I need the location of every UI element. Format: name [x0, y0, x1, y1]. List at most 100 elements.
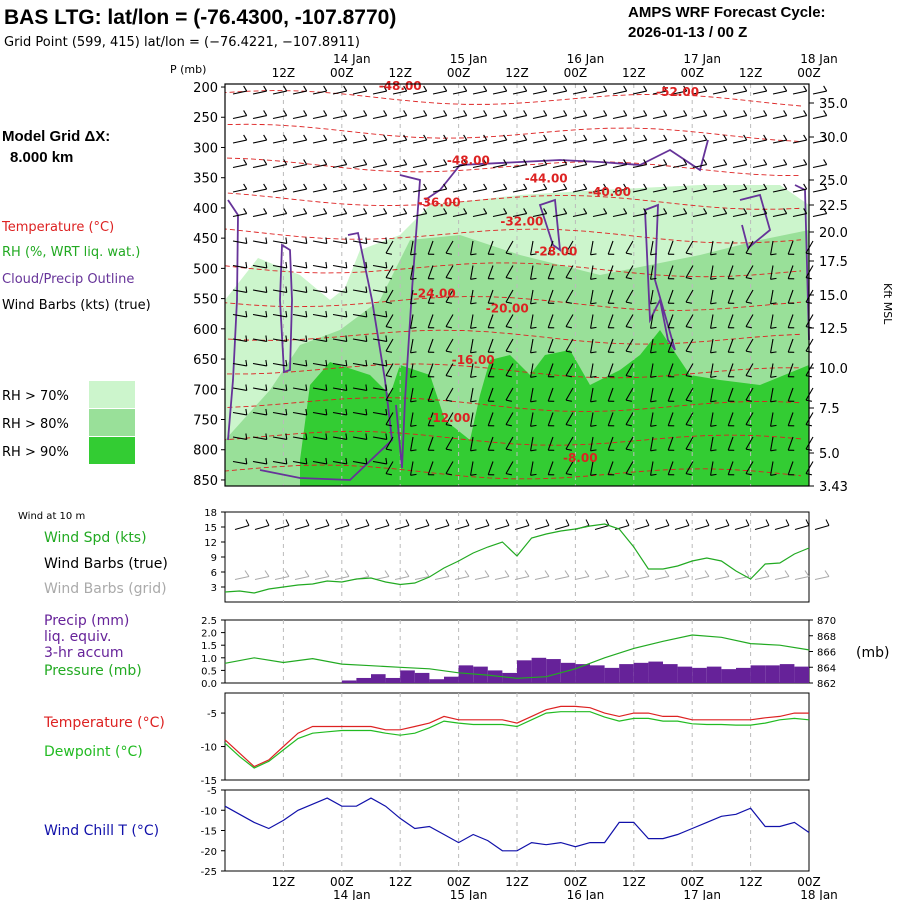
precip-bar: [794, 666, 809, 683]
grid-wind-barb: [344, 570, 350, 577]
precip-bar: [604, 667, 620, 683]
model-grid-value: 8.000 km: [10, 149, 73, 166]
true-wind-barb: [514, 525, 530, 530]
precip-bar: [663, 664, 678, 683]
isotherm-line: [224, 123, 802, 142]
precip-bar: [590, 665, 605, 683]
bottom-date-label: 17 Jan: [683, 888, 721, 900]
grid-wind-barb: [504, 570, 510, 577]
cloud-outline: [259, 231, 393, 481]
windbarbs-grid-label: Wind Barbs (grid): [44, 581, 167, 597]
grid-wind-barb: [764, 570, 770, 577]
grid-wind-barb: [814, 576, 830, 580]
legend-swatch-rh70: [89, 381, 135, 408]
precip-bar: [531, 657, 547, 683]
bottom-time-tick: 00Z: [330, 875, 354, 889]
grid-wind-barb: [714, 576, 730, 580]
bottom-time-tick: 00Z: [447, 875, 471, 889]
grid-wind-barb: [464, 570, 470, 577]
bottom-date-label: 18 Jan: [800, 888, 838, 900]
bottom-time-tick: 12Z: [505, 875, 529, 889]
precip-bar: [648, 661, 663, 683]
top-time-tick: 00Z: [330, 66, 354, 80]
grid-wind-barb: [414, 576, 430, 580]
pressure-line: [224, 634, 810, 679]
precip-bar: [444, 676, 459, 683]
p-level-label: 500: [193, 262, 218, 277]
true-wind-barb: [605, 519, 610, 526]
windchill-label: Wind Chill T (°C): [44, 823, 159, 839]
y-tick-label: 864: [817, 663, 836, 674]
grid-wind-barb: [524, 570, 530, 577]
true-wind-barb: [385, 519, 390, 526]
true-wind-barb: [505, 519, 510, 526]
grid-wind-barb: [244, 570, 250, 577]
y-tick-label: -5: [207, 786, 217, 797]
precip-bar: [677, 666, 693, 683]
top-date-label: 14 Jan: [333, 52, 371, 66]
pressure-label: Pressure (mb): [44, 663, 142, 679]
grid-wind-barb: [434, 576, 450, 580]
isotherm-label: -52.00: [656, 85, 699, 99]
grid-wind-barb: [724, 570, 730, 577]
true-wind-barb: [725, 519, 730, 526]
y-tick-label: -10: [201, 806, 217, 817]
y-tick-label: -25: [201, 867, 217, 878]
grid-wind-barb: [334, 576, 350, 580]
true-wind-barb: [245, 519, 250, 526]
true-wind-barb: [534, 525, 550, 530]
top-date-label: 18 Jan: [800, 52, 838, 66]
p-level-label: 350: [193, 172, 218, 187]
grid-wind-barb: [444, 570, 450, 577]
grid-wind-barb: [254, 576, 270, 580]
precip-bar: [779, 664, 795, 683]
legend-temperature: Temperature (°C): [1, 220, 114, 235]
cloud-outline: [279, 243, 293, 374]
true-wind-barb: [434, 525, 450, 530]
grid-wind-barb: [474, 576, 490, 580]
precip-bar: [341, 680, 357, 683]
precip-bar: [487, 670, 503, 683]
y-tick-label: 866: [817, 648, 836, 659]
grid-wind-barb: [454, 576, 470, 580]
bottom-time-tick: 00Z: [680, 875, 704, 889]
y-tick-label: 1.5: [201, 641, 217, 652]
true-wind-barb: [294, 525, 310, 530]
true-wind-barb: [825, 519, 830, 526]
grid-wind-barb: [584, 570, 590, 577]
cycle-label: AMPS WRF Forecast Cycle:: [628, 4, 826, 21]
kft-level-label: 3.43: [819, 480, 848, 495]
precip-bar: [721, 669, 736, 683]
grid-wind-barb: [324, 570, 330, 577]
grid-wind-barb: [774, 576, 790, 580]
windspd-label: Wind Spd (kts): [44, 530, 147, 546]
kft-level-label: 7.5: [819, 402, 840, 417]
top-time-tick: 12Z: [739, 66, 763, 80]
legend-rh: RH (%, WRT liq. wat.): [2, 245, 140, 260]
precip-bar: [546, 659, 561, 683]
kft-level-label: 22.5: [819, 199, 848, 214]
true-wind-barb: [794, 525, 810, 530]
temperature-label: Temperature (°C): [43, 715, 165, 731]
model-grid-label: Model Grid ΔX:: [2, 128, 110, 145]
isotherm-label: -20.00: [486, 302, 529, 316]
grid-wind-barb: [234, 576, 250, 580]
precip-bar: [356, 677, 371, 683]
grid-wind-barb: [614, 576, 630, 580]
grid-wind-barb: [284, 570, 290, 577]
legend-rh80: RH > 80%: [2, 417, 69, 432]
grid-wind-barb: [534, 576, 550, 580]
isotherm-label: -48.00: [447, 153, 490, 167]
kft-level-label: 35.0: [819, 97, 848, 112]
grid-wind-barb: [704, 570, 710, 577]
y-tick-label: -10: [201, 743, 217, 754]
precip-bar: [385, 677, 401, 683]
kft-level-label: 12.5: [819, 322, 848, 337]
y-tick-label: 1.0: [201, 654, 217, 665]
grid-wind-barb: [544, 570, 550, 577]
legend-swatch-rh80: [89, 409, 135, 436]
isotherm-label: -44.00: [525, 172, 568, 186]
precip-bar: [619, 664, 634, 683]
top-time-tick: 00Z: [797, 66, 821, 80]
